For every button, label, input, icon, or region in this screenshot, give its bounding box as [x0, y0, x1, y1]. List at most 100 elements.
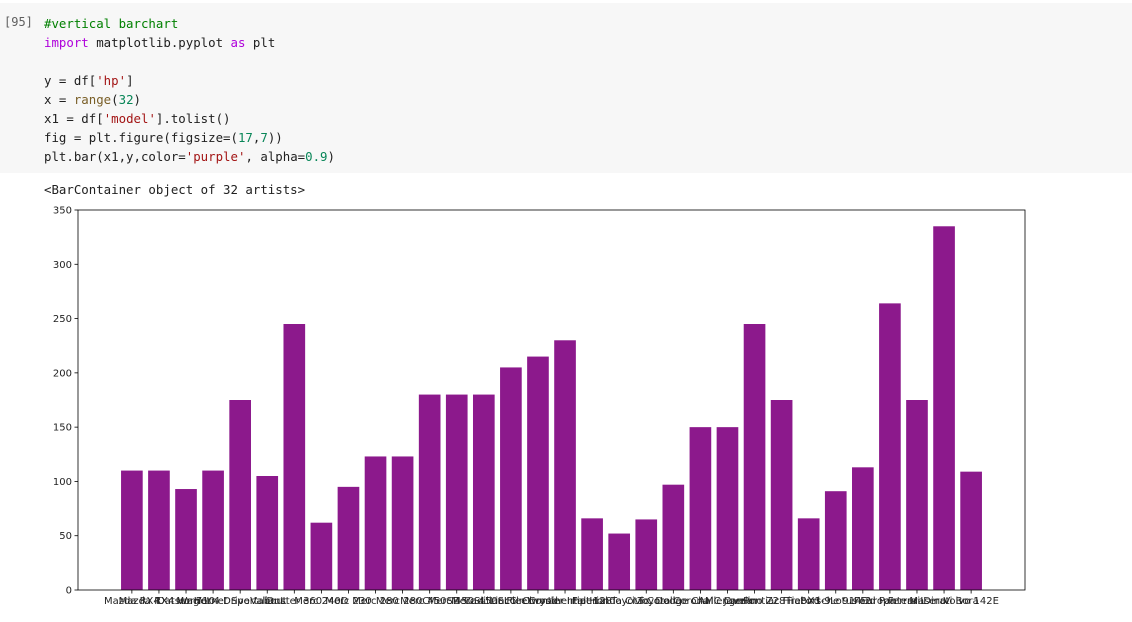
x-tick-label: Merc 230 [325, 596, 371, 607]
cell-output-text: <BarContainer object of 32 artists> [44, 182, 306, 197]
code-token: matplotlib.pyplot [88, 35, 231, 50]
bar-25 [770, 400, 793, 590]
x-tick-label: Fiat X1-9 [787, 596, 831, 607]
bar-31 [933, 226, 955, 591]
x-tick-label: Pontiac Firebird [743, 596, 820, 607]
x-tick-label: Hornet Sportabout [194, 596, 287, 607]
code-token: import [44, 35, 89, 50]
bar-20 [635, 519, 658, 590]
bar-11 [391, 456, 414, 590]
x-tick-label: Duster 360 [266, 596, 322, 607]
code-token: 17 [237, 130, 253, 145]
plot-frame [77, 209, 1026, 591]
execution-count: [95] [4, 15, 33, 29]
x-tick-label: Maserati Bora [909, 596, 978, 607]
bar-27 [824, 491, 847, 590]
code-token: plt [245, 35, 276, 50]
y-tick-label: 100 [53, 477, 72, 488]
bar-4 [202, 470, 224, 590]
x-tick-label: Merc 450SL [428, 596, 487, 607]
bar-13 [445, 394, 468, 590]
bar-7 [283, 324, 306, 590]
bar-26 [797, 518, 820, 590]
code-token: range [73, 92, 112, 107]
code-line: #vertical barchart [44, 14, 335, 33]
bar-30 [906, 400, 928, 590]
bar-17 [554, 340, 576, 590]
code-line: x = range(32) [44, 90, 335, 109]
x-tick-label: Merc 450SLC [451, 596, 516, 607]
code-token: ] [126, 73, 134, 88]
code-token: ) [133, 92, 142, 107]
code-line [44, 52, 335, 71]
code-line: plt.bar(x1,y,color='purple', alpha=0.9) [44, 147, 335, 166]
bar-19 [608, 533, 631, 590]
x-tick-label: Honda Civic [589, 596, 649, 607]
y-tick-label: 350 [53, 206, 72, 217]
bar-5 [229, 400, 251, 590]
bar-24 [743, 324, 766, 590]
x-tick-label: Porsche 914-2 [800, 596, 871, 607]
x-tick-label: Fiat 128 [572, 596, 612, 607]
code-token: ) [327, 149, 335, 164]
bar-29 [879, 303, 901, 590]
x-tick-label: Cadillac Fleetwood [464, 596, 558, 607]
bar-3 [175, 489, 197, 590]
x-tick-label: Mazda RX4 [104, 596, 160, 607]
x-tick-label: Merc 450SE [400, 596, 459, 607]
code-token: fig = plt.figure(figsize=( [44, 130, 238, 145]
code-token: x = [44, 92, 74, 107]
bar-6 [256, 476, 279, 590]
y-tick-label: 300 [53, 260, 72, 271]
code-token: 'model' [103, 111, 156, 126]
bar-8 [310, 522, 333, 590]
bar-16 [527, 356, 549, 590]
x-tick-label: Toyota Corona [637, 596, 709, 607]
code-token: ( [111, 92, 119, 107]
bar-1 [121, 470, 143, 590]
code-token: 0.9 [305, 149, 328, 164]
x-tick-label: Datsun 710 [157, 596, 215, 607]
x-tick-label: Hornet 4 Drive [176, 596, 249, 607]
y-tick-label: 250 [53, 314, 72, 325]
code-token: , alpha= [245, 149, 306, 164]
y-tick-label: 150 [53, 423, 72, 434]
bar-32 [960, 471, 982, 590]
y-tick-label: 50 [59, 531, 72, 542]
bar-10 [364, 456, 387, 590]
x-tick-label: Chrysler Imperial [522, 596, 608, 607]
bar-23 [716, 427, 739, 590]
bar-28 [852, 467, 874, 590]
code-token: 32 [118, 92, 134, 107]
bar-2 [148, 470, 170, 590]
code-cell-input[interactable]: [95] #vertical barchart import matplotlib… [0, 3, 1132, 173]
bar-9 [337, 486, 360, 590]
code-token: ].tolist() [155, 111, 231, 126]
code-token: 'hp' [96, 73, 127, 88]
code-line: fig = plt.figure(figsize=(17,7)) [44, 128, 335, 147]
code-line: y = df['hp'] [44, 71, 335, 90]
bar-21 [662, 484, 685, 590]
x-tick-label: Mazda RX4 Wag [119, 596, 200, 607]
x-tick-label: Lotus Europa [830, 596, 895, 607]
code-token: 7 [260, 130, 268, 145]
code-token: #vertical barchart [44, 16, 179, 31]
x-tick-label: Dodge Challenger [655, 596, 746, 607]
code-token: y = df[ [44, 73, 97, 88]
x-tick-label: Ferrari Dino [888, 596, 947, 607]
bar-15 [500, 367, 522, 590]
code-token: plt.bar(x1,y,color= [44, 149, 186, 164]
x-tick-label: Lincoln Continental [490, 596, 586, 607]
x-tick-label: Valiant [250, 596, 284, 607]
y-tick-label: 200 [53, 368, 72, 379]
bar-22 [689, 427, 712, 590]
code-token: )) [267, 130, 283, 145]
x-tick-label: Toyota Corolla [610, 596, 682, 607]
code-token: 'purple' [185, 149, 246, 164]
x-tick-label: Merc 240D [294, 596, 348, 607]
code-editor[interactable]: #vertical barchart import matplotlib.pypl… [44, 14, 335, 166]
code-line: x1 = df['model'].tolist() [44, 109, 335, 128]
bar-14 [472, 394, 495, 590]
x-tick-label: Volvo 142E [943, 596, 999, 607]
